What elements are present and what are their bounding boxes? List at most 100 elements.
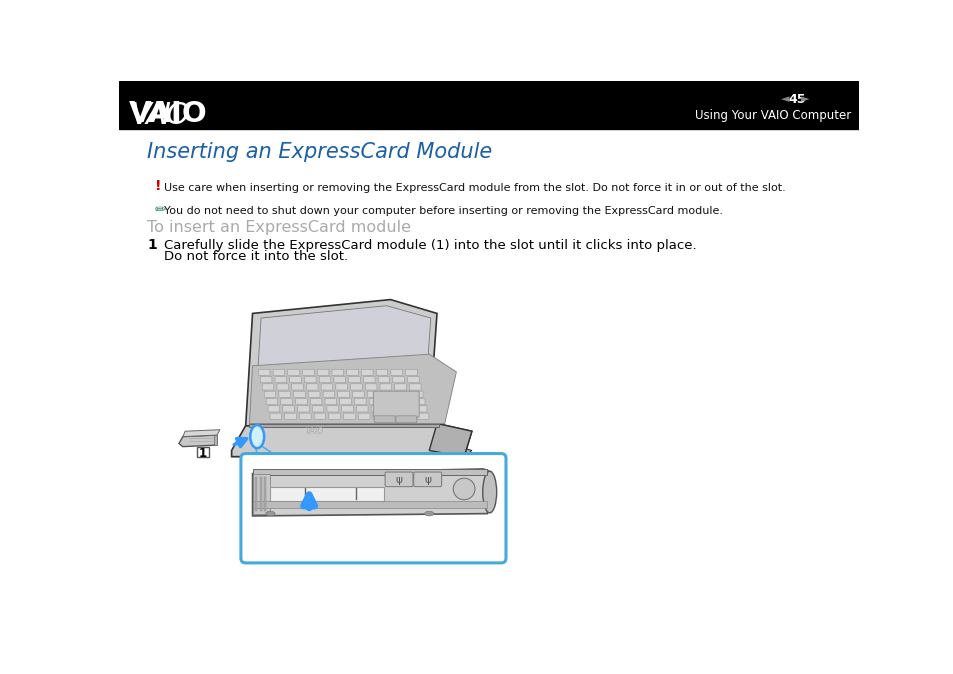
FancyBboxPatch shape — [273, 369, 284, 375]
FancyBboxPatch shape — [371, 406, 382, 412]
Bar — [119, 81, 858, 129]
Bar — [270, 487, 384, 501]
FancyBboxPatch shape — [288, 369, 299, 375]
Bar — [249, 423, 439, 427]
Text: Inserting an ExpressCard Module: Inserting an ExpressCard Module — [147, 142, 492, 162]
FancyBboxPatch shape — [367, 391, 378, 398]
FancyBboxPatch shape — [317, 369, 329, 375]
Bar — [254, 477, 257, 510]
Polygon shape — [232, 423, 472, 457]
Bar — [253, 474, 270, 514]
FancyBboxPatch shape — [312, 406, 323, 412]
FancyBboxPatch shape — [308, 391, 319, 398]
Text: ◄: ◄ — [781, 94, 789, 104]
FancyBboxPatch shape — [262, 384, 274, 390]
FancyBboxPatch shape — [290, 377, 301, 383]
Bar — [253, 469, 486, 475]
Ellipse shape — [482, 471, 497, 513]
FancyBboxPatch shape — [268, 406, 279, 412]
Bar — [253, 501, 486, 508]
FancyBboxPatch shape — [282, 406, 294, 412]
FancyBboxPatch shape — [343, 413, 355, 419]
FancyBboxPatch shape — [369, 398, 380, 404]
Circle shape — [453, 478, 475, 499]
FancyBboxPatch shape — [398, 398, 410, 404]
Text: ψ: ψ — [424, 474, 431, 485]
FancyBboxPatch shape — [258, 369, 270, 375]
FancyBboxPatch shape — [302, 369, 314, 375]
Bar — [264, 477, 266, 510]
FancyBboxPatch shape — [355, 398, 366, 404]
FancyBboxPatch shape — [387, 413, 399, 419]
FancyBboxPatch shape — [358, 413, 370, 419]
FancyBboxPatch shape — [292, 384, 303, 390]
Polygon shape — [183, 430, 220, 437]
FancyBboxPatch shape — [260, 377, 272, 383]
FancyBboxPatch shape — [314, 413, 325, 419]
Text: You do not need to shut down your computer before inserting or removing the Expr: You do not need to shut down your comput… — [164, 206, 722, 216]
Text: Do not force it into the slot.: Do not force it into the slot. — [164, 250, 348, 264]
FancyBboxPatch shape — [341, 406, 353, 412]
FancyBboxPatch shape — [350, 384, 362, 390]
FancyBboxPatch shape — [365, 384, 376, 390]
FancyBboxPatch shape — [334, 377, 345, 383]
FancyBboxPatch shape — [306, 384, 317, 390]
Text: ✏: ✏ — [154, 203, 167, 216]
FancyBboxPatch shape — [297, 406, 309, 412]
FancyBboxPatch shape — [395, 416, 416, 423]
FancyBboxPatch shape — [413, 398, 424, 404]
FancyBboxPatch shape — [396, 391, 408, 398]
FancyBboxPatch shape — [361, 369, 373, 375]
Ellipse shape — [266, 512, 274, 516]
Ellipse shape — [424, 512, 434, 516]
FancyBboxPatch shape — [319, 377, 331, 383]
FancyBboxPatch shape — [241, 454, 505, 563]
FancyBboxPatch shape — [385, 406, 397, 412]
FancyBboxPatch shape — [385, 472, 413, 487]
FancyBboxPatch shape — [276, 384, 289, 390]
FancyBboxPatch shape — [264, 391, 275, 398]
FancyBboxPatch shape — [415, 406, 427, 412]
FancyBboxPatch shape — [381, 391, 394, 398]
FancyBboxPatch shape — [400, 406, 412, 412]
FancyBboxPatch shape — [374, 416, 395, 423]
Text: ψ: ψ — [395, 474, 402, 485]
FancyBboxPatch shape — [411, 391, 422, 398]
FancyBboxPatch shape — [395, 384, 406, 390]
Polygon shape — [254, 306, 431, 420]
FancyBboxPatch shape — [304, 377, 315, 383]
FancyBboxPatch shape — [294, 391, 305, 398]
FancyBboxPatch shape — [325, 398, 336, 404]
Text: ►: ► — [801, 94, 809, 104]
FancyBboxPatch shape — [375, 369, 387, 375]
FancyBboxPatch shape — [393, 377, 404, 383]
FancyBboxPatch shape — [278, 391, 291, 398]
FancyBboxPatch shape — [356, 406, 368, 412]
Polygon shape — [429, 423, 472, 457]
Ellipse shape — [250, 425, 264, 448]
Text: !: ! — [154, 179, 161, 193]
FancyBboxPatch shape — [409, 384, 420, 390]
Polygon shape — [253, 469, 491, 516]
FancyBboxPatch shape — [327, 406, 338, 412]
FancyBboxPatch shape — [196, 448, 209, 458]
FancyBboxPatch shape — [295, 398, 307, 404]
FancyBboxPatch shape — [346, 369, 358, 375]
FancyBboxPatch shape — [337, 391, 349, 398]
FancyBboxPatch shape — [416, 413, 429, 419]
Text: To insert an ExpressCard module: To insert an ExpressCard module — [147, 220, 411, 235]
FancyBboxPatch shape — [310, 398, 321, 404]
FancyBboxPatch shape — [266, 398, 277, 404]
Text: VAIO: VAIO — [129, 100, 207, 128]
FancyBboxPatch shape — [280, 398, 293, 404]
FancyBboxPatch shape — [373, 413, 384, 419]
Polygon shape — [245, 299, 436, 427]
Polygon shape — [249, 355, 456, 423]
FancyBboxPatch shape — [405, 369, 416, 375]
FancyBboxPatch shape — [407, 377, 418, 383]
FancyBboxPatch shape — [332, 369, 343, 375]
Bar — [213, 435, 216, 445]
FancyBboxPatch shape — [377, 377, 390, 383]
Polygon shape — [179, 435, 216, 447]
FancyBboxPatch shape — [335, 384, 347, 390]
